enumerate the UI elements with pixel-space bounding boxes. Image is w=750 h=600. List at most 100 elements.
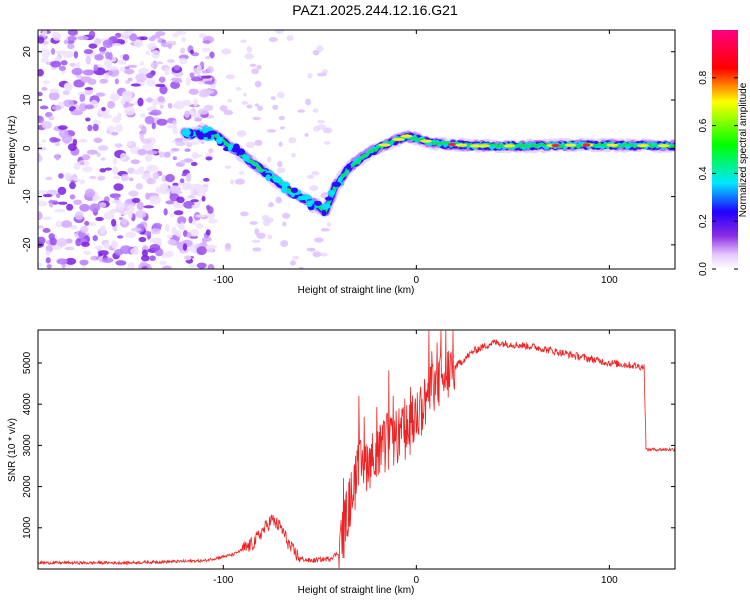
spectrogram-cell <box>113 175 120 180</box>
spectrogram-cell <box>135 210 147 218</box>
x-tick-label: -100 <box>213 275 233 286</box>
spectrogram-cell <box>145 50 150 55</box>
spectrogram-cell <box>163 208 168 216</box>
spectrogram-cell <box>216 136 223 145</box>
spectrogram-cell <box>94 245 104 250</box>
spectrogram-cell <box>181 101 192 107</box>
spectrogram-cell <box>71 67 83 76</box>
spectrogram-cell <box>204 55 211 60</box>
spectrogram-cell <box>114 78 119 85</box>
spectrogram-cell <box>38 154 43 163</box>
spectrogram-cell <box>95 216 104 222</box>
spectrogram-cell <box>121 90 133 100</box>
spectrogram-cell <box>103 211 115 220</box>
spectrogram-cell <box>327 190 336 196</box>
spectrogram-cell <box>256 232 266 239</box>
spectrogram-cell <box>236 148 246 156</box>
spectrogram-cell <box>86 149 98 155</box>
spectrogram-cell <box>38 91 43 97</box>
spectrogram-cell <box>89 175 97 180</box>
spectrogram-cell <box>277 160 283 168</box>
spectrogram-cell <box>38 68 44 77</box>
figure-title: PAZ1.2025.244.12.16.G21 <box>292 2 458 18</box>
spectrogram-cell <box>274 30 284 34</box>
spectrogram-cell <box>159 104 164 109</box>
spectrogram-cell <box>127 204 135 213</box>
spectrogram-cell <box>45 257 51 264</box>
spectrogram-cell <box>249 63 257 68</box>
spectrogram-cell <box>281 181 290 188</box>
spectrogram-cell <box>240 39 247 44</box>
spectrogram-cell <box>194 185 203 192</box>
spectrogram-cell <box>87 124 93 132</box>
y-tick-label: 10 <box>22 94 33 106</box>
spectrogram-cell <box>58 65 67 71</box>
snr-x-label: Height of straight line (km) <box>298 585 415 596</box>
spectrogram-cell <box>64 172 72 180</box>
spectrogram-cell <box>313 125 321 132</box>
spectrogram-cell <box>41 49 50 59</box>
spectrogram-cell <box>249 221 258 225</box>
spectrogram-cell <box>145 150 158 155</box>
snr-panel: -100 0 100 1000 2000 3000 4000 5000 Height of … <box>7 329 676 596</box>
spectrogram-cell <box>312 49 320 56</box>
spectrogram-cell <box>79 93 86 103</box>
spectrogram-cell <box>201 47 211 52</box>
spectrogram-cell <box>254 139 263 146</box>
spectrogram-cell <box>98 202 107 208</box>
spectrogram-cell <box>38 142 42 147</box>
spectrogram-cell <box>189 141 200 145</box>
spectrogram-cell <box>169 185 182 193</box>
spectrogram-cell <box>167 59 175 63</box>
spectrogram-cell <box>94 37 102 45</box>
spectrogram-cell <box>73 178 81 182</box>
x-tick-label: 100 <box>601 275 618 286</box>
spectrogram-cell <box>124 103 135 107</box>
spectrogram-cell <box>41 139 46 144</box>
spectrogram-cell <box>183 158 194 163</box>
spectrogram-cell <box>187 195 196 199</box>
spectrogram-cell <box>159 183 169 190</box>
spectrogram-cell <box>164 67 170 76</box>
spectrogram-cell <box>173 64 181 71</box>
spectrogram-cell <box>149 195 162 205</box>
spectrogram-cell <box>141 138 152 144</box>
spectrogram-cell <box>67 143 77 152</box>
spectrogram-cell <box>125 231 137 238</box>
spectrogram-cell <box>186 232 192 238</box>
spectrogram-cell <box>174 137 184 142</box>
spectrogram-cell <box>172 120 177 126</box>
spectrogram-cell <box>82 69 95 76</box>
spectrogram-cell <box>92 235 98 242</box>
spectrogram-cell <box>305 98 311 106</box>
spectrogram-cell <box>58 173 64 179</box>
spectrogram-cell <box>50 60 62 68</box>
spectrogram-cell <box>101 106 106 112</box>
spectrogram-cell <box>82 166 93 173</box>
spectrogram-cell <box>210 84 216 89</box>
spectrogram-cell <box>164 223 170 232</box>
spectrogram-cell <box>181 173 188 177</box>
spectrogram-cell <box>62 90 70 96</box>
spectrogram-cell <box>137 97 144 107</box>
spectrogram-cell <box>95 92 106 97</box>
spectrogram-cell <box>127 140 133 146</box>
spectrogram-cell <box>124 66 130 70</box>
spectrogram-cell <box>167 102 173 109</box>
spectrogram-cell <box>66 203 74 211</box>
spectrogram-cell <box>85 55 92 65</box>
spectrogram-cell <box>97 145 109 151</box>
spectrogram-cell <box>326 222 332 227</box>
spectrogram-cell <box>120 173 129 182</box>
spectrogram-cell <box>234 178 245 185</box>
spectrogram-cell <box>145 192 151 200</box>
spectrogram-cell <box>84 104 94 110</box>
spectrogram-cell <box>312 251 322 258</box>
spectrogram-cell <box>268 37 278 43</box>
spectrogram-cell <box>150 61 159 69</box>
spectrogram-cell <box>203 80 215 85</box>
spectrogram-cell <box>400 134 413 138</box>
spectrogram-cell <box>170 147 180 152</box>
spectrogram-cell <box>166 234 173 239</box>
spectrogram-cell <box>51 104 62 111</box>
